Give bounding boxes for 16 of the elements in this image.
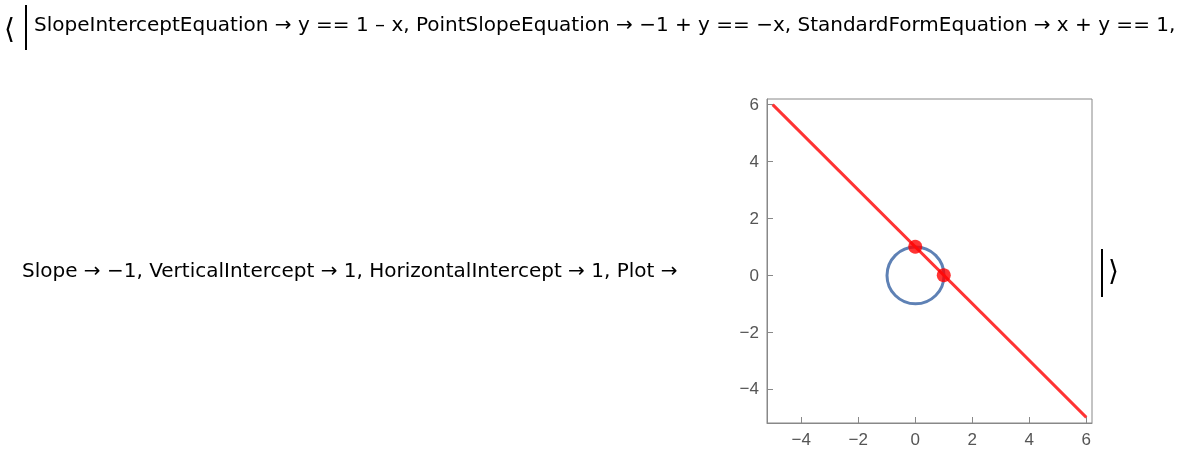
y-tick-label: 2 bbox=[749, 208, 759, 228]
y-tick-label: 4 bbox=[749, 152, 759, 172]
x-tick-label: 0 bbox=[910, 430, 920, 449]
text: SlopeInterceptEquation → y == 1 – x, PointSlopeEquation → −1 + y == −x, StandardFormEquation → x + y == 1, bbox=[34, 12, 1176, 36]
y-tick-label: −4 bbox=[739, 379, 759, 399]
x-tick-label: 4 bbox=[1024, 430, 1035, 449]
x-tick-label: 2 bbox=[967, 430, 977, 449]
text: ⟨ bbox=[4, 12, 15, 45]
x-tick-label: −2 bbox=[848, 430, 868, 449]
y-tick-label: −2 bbox=[739, 322, 759, 342]
y-tick-label: 6 bbox=[749, 95, 759, 115]
x-tick-label: −4 bbox=[791, 430, 811, 449]
text: ⟩ bbox=[1108, 254, 1119, 287]
y-tick-label: 0 bbox=[749, 265, 759, 285]
text: Slope → −1, VerticalIntercept → 1, HorizontalIntercept → 1, Plot → bbox=[22, 258, 678, 282]
x-tick-label: 6 bbox=[1081, 430, 1092, 449]
